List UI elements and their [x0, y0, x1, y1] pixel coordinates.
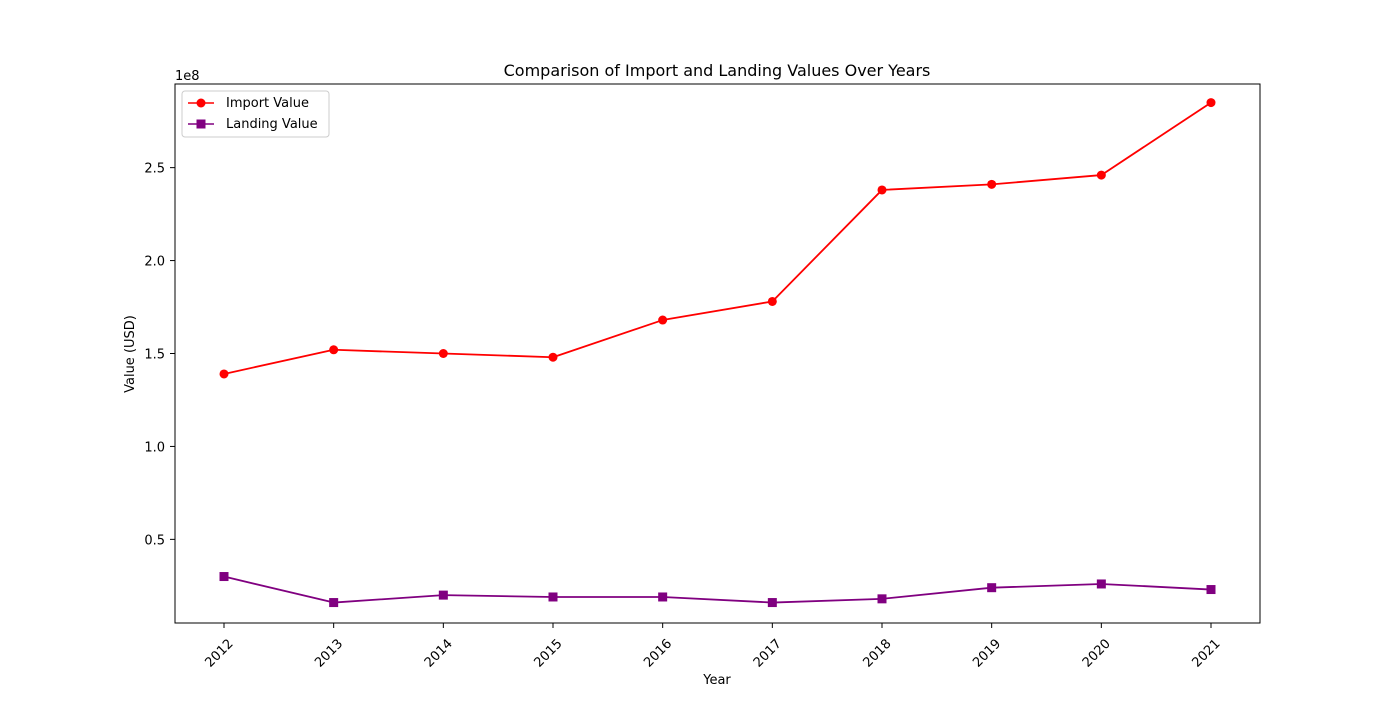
legend-marker-landing-value	[196, 119, 206, 129]
x-tick-label: 2018	[861, 637, 895, 671]
data-point-landing-value	[1206, 585, 1216, 595]
data-point-import-value	[987, 179, 997, 189]
series-line-landing-value	[223, 575, 1212, 604]
data-point-landing-value	[329, 598, 339, 608]
y-axis-ticks: 0.5 1.0 1.5 2.0 2.5	[144, 162, 175, 548]
x-axis-ticks: 2012 2013 2014 2015 2016 2017 2018 2019 2020 2021	[203, 623, 1224, 671]
data-point-landing-value	[438, 590, 448, 600]
x-tick-label: 2019	[970, 637, 1004, 671]
plot-area-frame	[174, 83, 1261, 624]
x-tick-label: 2012	[203, 637, 237, 671]
data-point-landing-value	[1096, 579, 1106, 589]
x-tick-label: 2014	[422, 637, 456, 671]
x-axis-title: Year	[702, 673, 731, 688]
data-point-landing-value	[219, 572, 229, 582]
data-point-import-value	[1206, 98, 1216, 108]
y-tick-label: 2.5	[144, 162, 165, 177]
x-tick-label: 2013	[312, 637, 346, 671]
data-point-import-value	[767, 296, 777, 306]
data-point-import-value	[438, 349, 448, 358]
data-point-import-value	[1096, 170, 1106, 180]
legend-box	[181, 90, 330, 138]
data-point-landing-value	[548, 592, 558, 602]
data-point-landing-value	[658, 592, 668, 602]
x-tick-label: 2020	[1080, 637, 1114, 671]
y-tick-label: 2.0	[144, 255, 165, 270]
x-tick-label: 2021	[1190, 637, 1224, 671]
data-point-import-value	[219, 369, 229, 379]
legend-label-import-value: Import Value	[226, 96, 309, 111]
data-point-landing-value	[987, 583, 997, 593]
y-axis-offset-label: 1e8	[175, 69, 200, 84]
data-point-import-value	[877, 185, 887, 195]
series-line-import-value	[223, 101, 1212, 375]
y-tick-label: 1.5	[144, 348, 165, 363]
legend-marker-import-value	[196, 98, 206, 108]
y-axis-title: Value (USD)	[123, 315, 138, 393]
series-layer	[219, 98, 1216, 608]
x-tick-label: 2015	[532, 637, 566, 671]
data-point-import-value	[548, 352, 558, 362]
x-tick-label: 2017	[751, 637, 785, 671]
data-point-import-value	[658, 315, 668, 325]
y-tick-label: 0.5	[144, 533, 165, 548]
x-tick-label: 2016	[641, 637, 675, 671]
data-point-landing-value	[877, 594, 887, 604]
chart-title: Comparison of Import and Landing Values …	[504, 61, 931, 80]
legend-label-landing-value: Landing Value	[226, 117, 318, 132]
data-point-import-value	[329, 345, 339, 355]
legend: Import Value Landing Value	[181, 90, 330, 138]
y-tick-label: 1.0	[144, 440, 165, 455]
data-point-landing-value	[767, 598, 777, 608]
